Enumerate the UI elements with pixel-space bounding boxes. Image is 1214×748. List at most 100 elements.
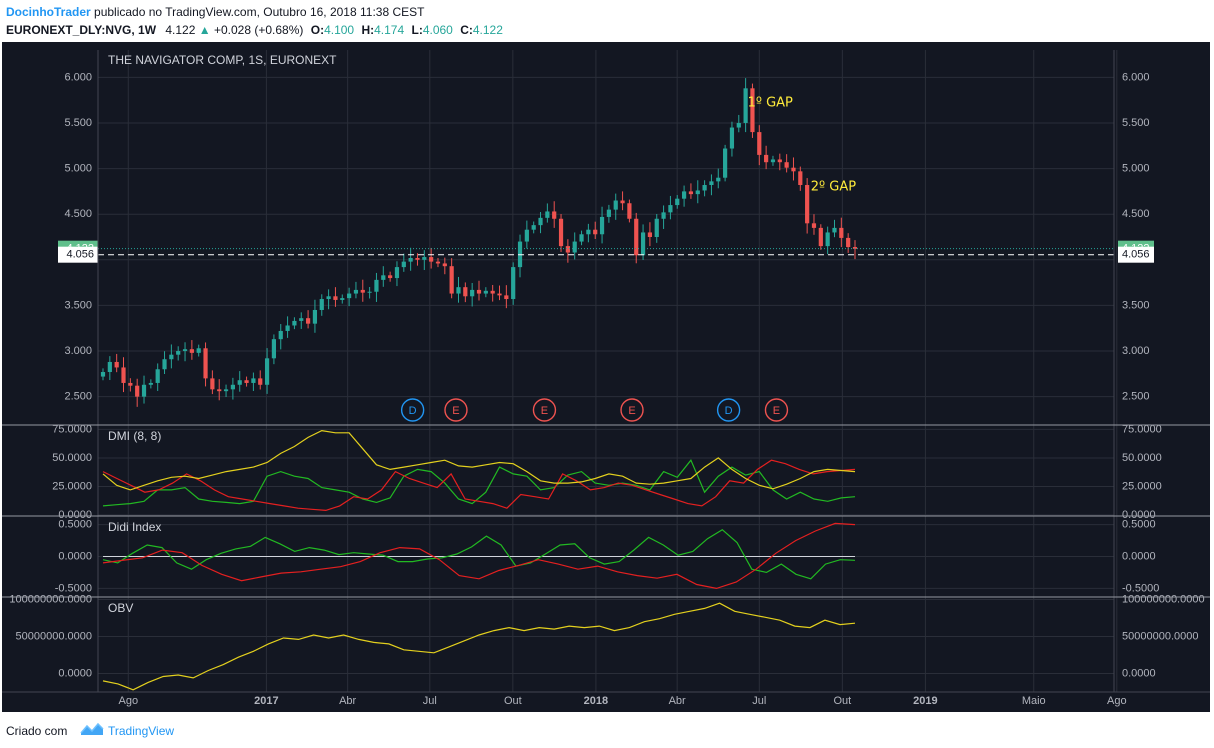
candle-body — [374, 279, 379, 292]
y-tick-label-right: 5.000 — [1122, 162, 1150, 174]
x-tick-label: Jul — [752, 695, 766, 707]
up-arrow-icon: ▲ — [198, 23, 211, 37]
candle-body — [606, 209, 611, 217]
candle-body — [114, 361, 119, 368]
candle-body — [552, 211, 557, 219]
dashed-price-tag-right — [1118, 246, 1154, 263]
candle-body — [264, 358, 270, 385]
earnings-marker — [620, 398, 644, 422]
candle-body — [839, 227, 844, 238]
indicator-line — [102, 528, 856, 580]
y-tick-label-right: 50000000.0000 — [1122, 630, 1198, 642]
chart-panes: 6.000 6.000 5.500 5.500 5.000 5.000 4.500 4.500… — [9, 53, 1205, 691]
pane-title: OBV — [108, 601, 133, 615]
candle-body — [483, 290, 488, 294]
candle-body — [251, 378, 256, 383]
candle-body — [620, 200, 625, 204]
open-label: O: — [310, 23, 325, 37]
pane-title: DMI (8, 8) — [108, 429, 161, 443]
indicator-line — [102, 459, 856, 507]
earnings-marker — [532, 398, 557, 422]
candle-body — [613, 200, 618, 210]
candle-body — [388, 275, 393, 279]
candle-body — [292, 320, 297, 326]
y-tick-label-right: 6.000 — [1122, 71, 1150, 83]
y-tick-label-left: 0.0000 — [58, 667, 92, 679]
candle-body — [818, 227, 823, 247]
x-tick-label: Abr — [339, 695, 356, 707]
y-tick-label-right: 75.0000 — [1122, 423, 1162, 435]
candle-body — [825, 232, 830, 247]
x-tick-label: Ago — [1107, 695, 1127, 707]
y-tick-label-right: 3.500 — [1122, 299, 1150, 311]
candle-body — [271, 339, 277, 359]
candle-body — [511, 267, 516, 300]
high-label: H: — [361, 23, 375, 37]
tradingview-brand-link[interactable]: TradingView — [108, 724, 175, 738]
indicator-line — [102, 459, 856, 512]
indicator-line — [102, 522, 856, 590]
candle-body — [100, 372, 106, 377]
candle-body — [764, 154, 769, 163]
tradingview-logo-icon — [80, 722, 104, 735]
candle-body — [305, 318, 311, 324]
y-tick-label-left: 4.500 — [64, 208, 92, 220]
candle-body — [490, 290, 495, 294]
dashed-price-label-left: 4.056 — [66, 249, 94, 261]
candle-body — [716, 177, 721, 182]
y-tick-label-left: -0.5000 — [55, 582, 92, 594]
publish-line: DocinhoTrader publicado no TradingView.c… — [6, 5, 424, 19]
candle-body — [107, 361, 112, 373]
candle-body — [401, 261, 406, 268]
x-tick-label: Jul — [423, 695, 437, 707]
candle-body — [852, 247, 858, 249]
candle-body — [429, 257, 434, 262]
created-with-text: Criado com — [6, 724, 68, 738]
candle-body — [442, 263, 447, 267]
candle-body — [668, 205, 673, 213]
candle-body — [531, 225, 536, 230]
candle-body — [162, 359, 167, 370]
y-tick-label-right: -0.5000 — [1122, 582, 1159, 594]
candle-body — [456, 287, 461, 294]
candle-body — [189, 349, 194, 353]
last-price: 4.122 — [165, 23, 196, 37]
candle-body — [333, 296, 338, 300]
symbol-label[interactable]: EURONEXT_DLY:NVG, 1W — [6, 23, 157, 37]
candle-body — [435, 261, 441, 264]
author-link[interactable]: DocinhoTrader — [6, 5, 91, 19]
y-tick-label-right: 2.500 — [1122, 391, 1150, 403]
candle-body — [634, 218, 639, 256]
candle-body — [155, 369, 160, 383]
candle-body — [182, 349, 188, 352]
y-tick-label-left: 3.000 — [64, 345, 92, 357]
candle-body — [367, 291, 372, 293]
candle-body — [565, 246, 570, 253]
candle-body — [777, 159, 782, 163]
y-tick-label-left: 25.0000 — [52, 480, 92, 492]
low-value: 4.060 — [422, 23, 453, 37]
low-label: L: — [411, 23, 423, 37]
y-tick-label-right: 50.0000 — [1122, 452, 1162, 464]
symbol-line: EURONEXT_DLY:NVG, 1W 4.122 ▲ +0.028 (+0.… — [6, 23, 503, 37]
y-tick-label-left: 6.000 — [64, 71, 92, 83]
candle-body — [805, 185, 810, 224]
change-text: +0.028 (+0.68%) — [213, 23, 304, 37]
indicator-line — [102, 602, 856, 691]
event-marker-label: E — [541, 405, 548, 417]
chart-canvas[interactable]: 6.000 6.000 5.500 5.500 5.000 5.000 4.500 4.500… — [0, 42, 1214, 712]
y-tick-label-right: 3.000 — [1122, 345, 1150, 357]
candle-body — [470, 289, 475, 297]
y-tick-label-left: 100000000.0000 — [9, 593, 92, 605]
candle-body — [736, 122, 741, 128]
candle-body — [654, 218, 659, 237]
candle-body — [688, 191, 694, 195]
y-tick-label-right: 25.0000 — [1122, 480, 1162, 492]
candle-body — [176, 351, 181, 355]
y-tick-label-left: 0.5000 — [58, 519, 92, 531]
candle-body — [449, 266, 454, 294]
dividend-marker — [400, 398, 425, 422]
gap-annotation: 2º GAP — [811, 179, 856, 194]
x-tick-label: Out — [833, 695, 851, 707]
candle-body — [504, 295, 509, 300]
